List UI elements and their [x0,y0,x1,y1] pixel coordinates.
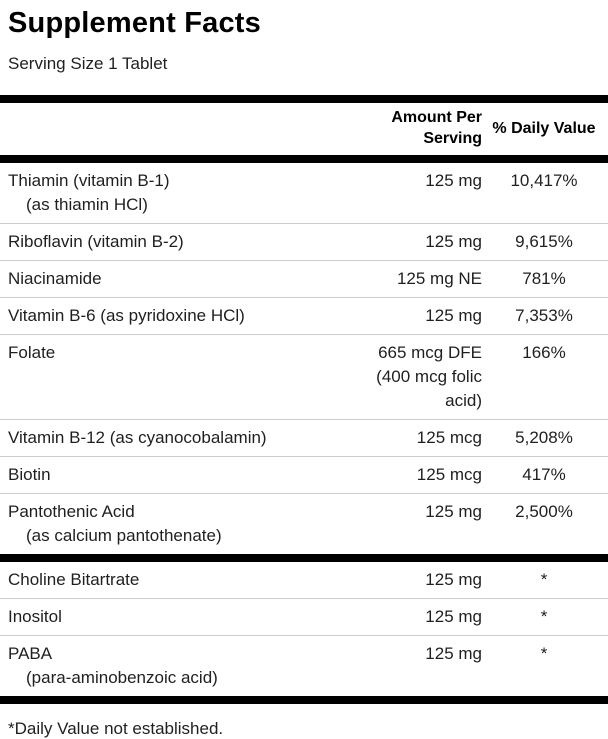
table-row: Niacinamide 125 mg NE 781% [0,261,608,298]
nutrient-amount: 125 mg [425,305,482,325]
table-row: PABA (para-aminobenzoic acid) 125 mg * [0,636,608,696]
nutrient-amount: 125 mg [425,501,482,521]
top-divider-bar [0,95,608,104]
table-row: Choline Bitartrate 125 mg * [0,562,608,599]
nutrient-amount: 665 mcg DFE (400 mcg folic acid) [376,342,482,410]
nutrient-daily-value: 10,417% [510,170,578,190]
footnote-text: *Daily Value not established. [8,718,224,738]
table-row: Pantothenic Acid (as calcium pantothenat… [0,494,608,554]
nutrient-amount: 125 mg NE [396,268,482,288]
nutrient-name: Vitamin B-6 (as pyridoxine HCl) [8,305,245,325]
nutrient-subname: (para-aminobenzoic acid) [26,667,218,687]
nutrient-daily-value: * [540,606,548,626]
nutrient-amount: 125 mg [425,643,482,663]
table-header-row: Amount Per Serving % Daily Value [0,103,608,155]
nutrient-daily-value: 781% [522,268,566,288]
nutrient-daily-value: 417% [522,464,566,484]
nutrient-name: Riboflavin (vitamin B-2) [8,231,184,251]
nutrient-daily-value: * [540,643,548,663]
table-row: Vitamin B-6 (as pyridoxine HCl) 125 mg 7… [0,298,608,335]
column-header-daily-value: % Daily Value [492,119,596,137]
nutrient-amount: 125 mg [425,606,482,626]
nutrient-name: Biotin [8,464,51,484]
bottom-divider-bar [0,695,608,704]
nutrient-amount: 125 mcg [416,427,482,447]
table-row: Thiamin (vitamin B-1) (as thiamin HCl) 1… [0,163,608,224]
nutrient-subname: (as thiamin HCl) [26,194,148,214]
nutrient-name: Thiamin (vitamin B-1) [8,170,170,190]
serving-size-text: Serving Size 1 Tablet [8,54,168,74]
header-divider-bar [0,154,608,163]
nutrient-amount: 125 mcg [416,464,482,484]
table-row: Folate 665 mcg DFE (400 mcg folic acid) … [0,335,608,420]
nutrient-daily-value: 9,615% [515,231,573,251]
nutrient-name: Inositol [8,606,62,626]
column-header-amount: Amount Per Serving [391,109,482,148]
nutrient-name: Folate [8,342,56,362]
nutrient-name: Choline Bitartrate [8,569,140,589]
nutrient-name: Vitamin B-12 (as cyanocobalamin) [8,427,267,447]
nutrient-subname: (as calcium pantothenate) [26,525,222,545]
table-row: Inositol 125 mg * [0,599,608,636]
nutrient-name: PABA [8,643,53,663]
table-row: Vitamin B-12 (as cyanocobalamin) 125 mcg… [0,420,608,457]
nutrient-amount: 125 mg [425,231,482,251]
table-row: Biotin 125 mcg 417% [0,457,608,494]
nutrient-daily-value: 166% [522,342,566,362]
nutrient-daily-value: 5,208% [515,427,573,447]
nutrient-amount: 125 mg [425,569,482,589]
table-body: Thiamin (vitamin B-1) (as thiamin HCl) 1… [0,163,608,696]
table-row: Riboflavin (vitamin B-2) 125 mg 9,615% [0,224,608,261]
nutrient-daily-value: 2,500% [515,501,573,521]
nutrient-name: Niacinamide [8,268,102,288]
section-divider-bar [0,553,608,562]
nutrient-amount: 125 mg [425,170,482,190]
nutrient-name: Pantothenic Acid [8,501,135,521]
panel-title: Supplement Facts [8,7,261,39]
nutrient-daily-value: 7,353% [515,305,573,325]
nutrient-daily-value: * [540,569,548,589]
